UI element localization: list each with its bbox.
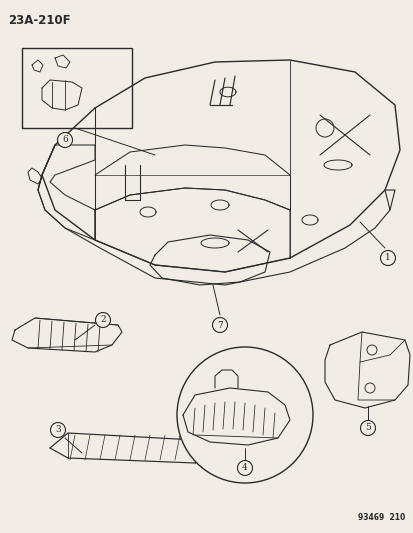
- Text: 4: 4: [242, 464, 247, 472]
- Circle shape: [57, 133, 72, 148]
- Circle shape: [212, 318, 227, 333]
- Text: 3: 3: [55, 425, 61, 434]
- Text: 7: 7: [216, 320, 222, 329]
- Bar: [22, 48, 132, 128]
- Circle shape: [50, 423, 65, 438]
- Circle shape: [360, 421, 375, 435]
- Text: 5: 5: [364, 424, 370, 432]
- Circle shape: [380, 251, 394, 265]
- Circle shape: [237, 461, 252, 475]
- Text: 93469  210: 93469 210: [357, 513, 404, 522]
- Text: 23A-210F: 23A-210F: [8, 14, 71, 27]
- Text: 2: 2: [100, 316, 106, 325]
- Text: 1: 1: [384, 254, 390, 262]
- Text: 6: 6: [62, 135, 68, 144]
- Circle shape: [95, 312, 110, 327]
- Circle shape: [177, 347, 312, 483]
